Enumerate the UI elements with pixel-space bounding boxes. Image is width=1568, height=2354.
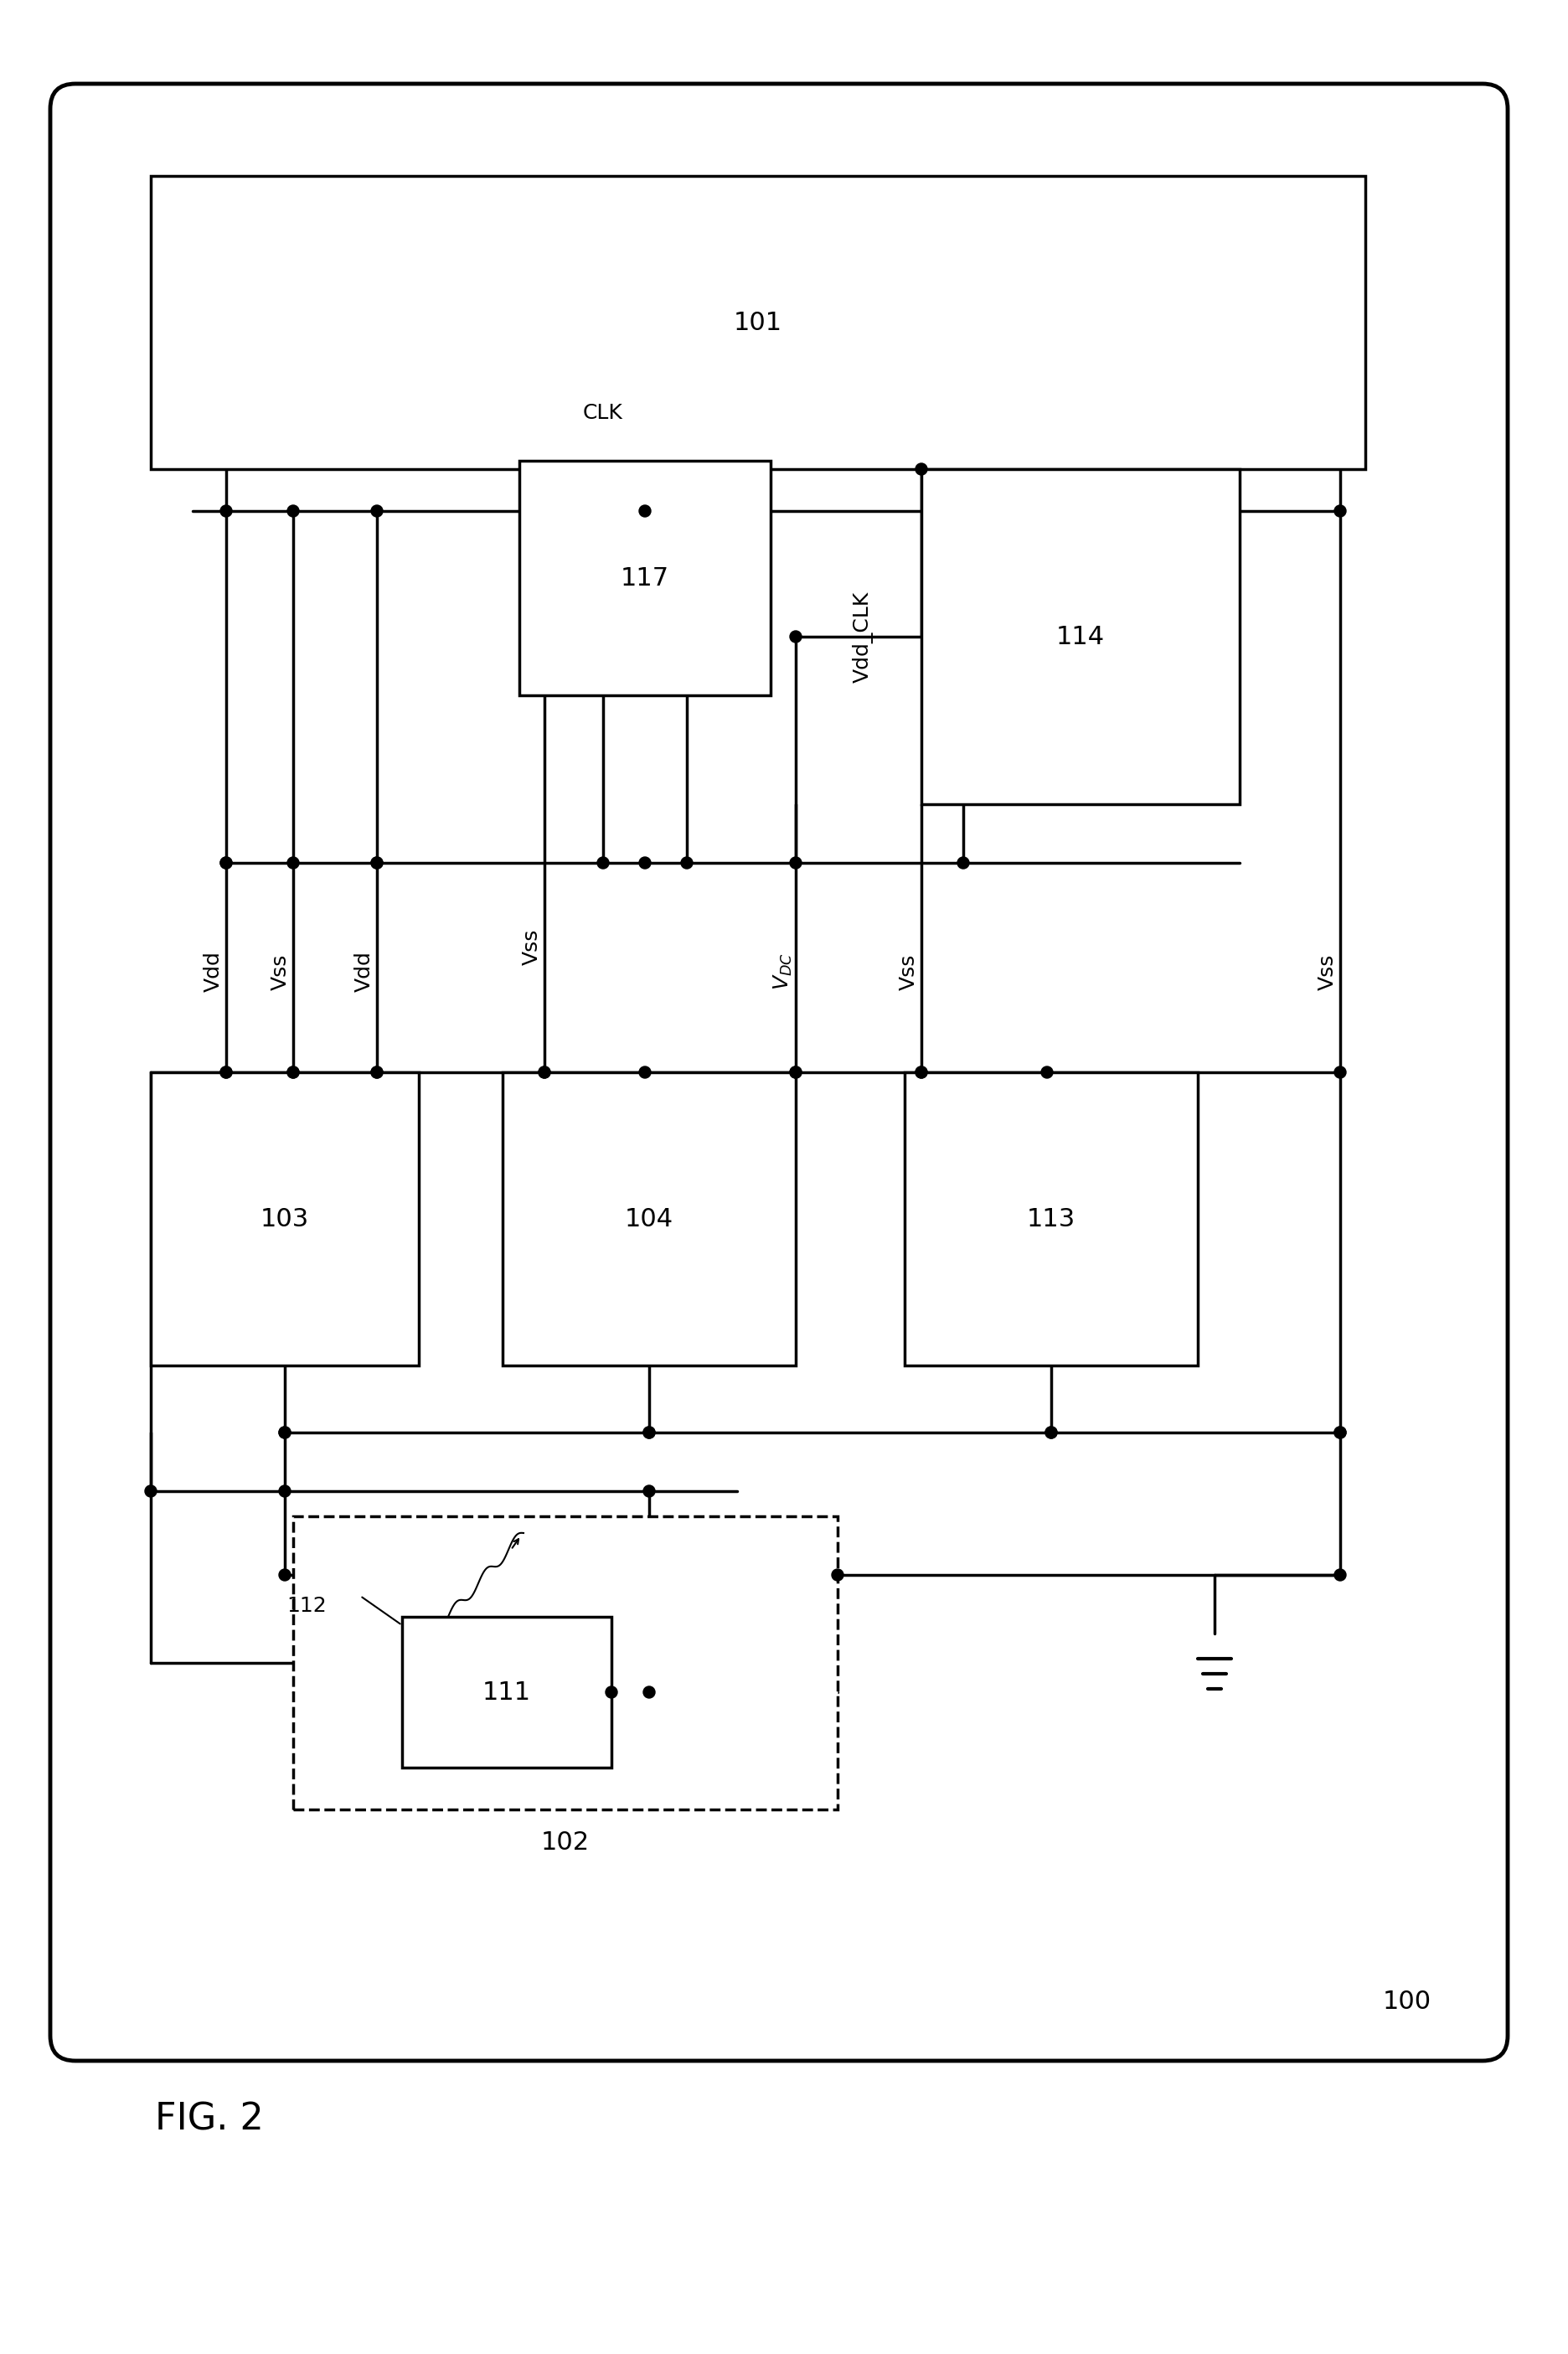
Circle shape [279,1427,290,1438]
Circle shape [287,506,299,518]
Circle shape [597,857,608,869]
Circle shape [790,1066,801,1078]
Circle shape [1046,1427,1057,1438]
FancyBboxPatch shape [50,85,1508,2060]
Text: 101: 101 [734,311,782,334]
Text: 103: 103 [260,1208,309,1231]
Circle shape [220,857,232,869]
Circle shape [287,1066,299,1078]
Text: Vss: Vss [522,927,543,965]
Bar [151,177,1366,468]
Text: Vdd: Vdd [354,951,375,993]
Circle shape [916,464,927,476]
Circle shape [372,857,383,869]
Text: 113: 113 [1027,1208,1076,1231]
Circle shape [643,1685,655,1697]
Circle shape [144,1485,157,1497]
Text: Vdd: Vdd [204,951,224,993]
Circle shape [916,1066,927,1078]
Circle shape [279,1427,290,1438]
Bar [905,1073,1198,1365]
Circle shape [643,1485,655,1497]
Circle shape [1334,1570,1345,1582]
Text: CLK: CLK [583,403,622,424]
Circle shape [220,857,232,869]
Circle shape [1046,1427,1057,1438]
Circle shape [1334,506,1345,518]
Bar [293,1516,837,1810]
Circle shape [372,1066,383,1078]
Circle shape [1334,1066,1345,1078]
Circle shape [790,1066,801,1078]
Circle shape [279,1485,290,1497]
Text: 104: 104 [624,1208,674,1231]
Text: 112: 112 [287,1596,326,1615]
Circle shape [643,1427,655,1438]
Circle shape [1334,1427,1345,1438]
Circle shape [640,857,651,869]
Circle shape [916,1066,927,1078]
Circle shape [287,1066,299,1078]
Text: 100: 100 [1383,1989,1432,2015]
Circle shape [1334,1427,1345,1438]
Text: 117: 117 [621,565,670,591]
Text: Vss: Vss [898,953,919,991]
Circle shape [372,1066,383,1078]
Circle shape [640,506,651,518]
Circle shape [640,1066,651,1078]
Circle shape [220,1066,232,1078]
Text: 111: 111 [483,1681,532,1704]
Circle shape [831,1570,844,1582]
Circle shape [538,1066,550,1078]
Bar [151,1073,419,1365]
Text: Vdd_CLK: Vdd_CLK [853,591,873,683]
Circle shape [287,857,299,869]
Circle shape [279,1570,290,1582]
Text: Vss: Vss [271,953,290,991]
Circle shape [538,1066,550,1078]
Circle shape [1041,1066,1052,1078]
Bar [503,1073,795,1365]
Circle shape [643,1427,655,1438]
Text: 102: 102 [541,1831,590,1855]
Circle shape [372,857,383,869]
Circle shape [790,631,801,643]
Text: FIG. 2: FIG. 2 [155,2102,263,2137]
Circle shape [681,857,693,869]
Circle shape [220,506,232,518]
Bar [401,1617,612,1768]
Bar [519,461,770,694]
Circle shape [372,506,383,518]
Circle shape [790,857,801,869]
Text: 114: 114 [1057,624,1105,650]
Circle shape [605,1685,618,1697]
Bar [922,468,1240,805]
Circle shape [220,1066,232,1078]
Circle shape [958,857,969,869]
Text: $V_{DC}$: $V_{DC}$ [771,953,793,991]
Text: Vss: Vss [1317,953,1338,991]
